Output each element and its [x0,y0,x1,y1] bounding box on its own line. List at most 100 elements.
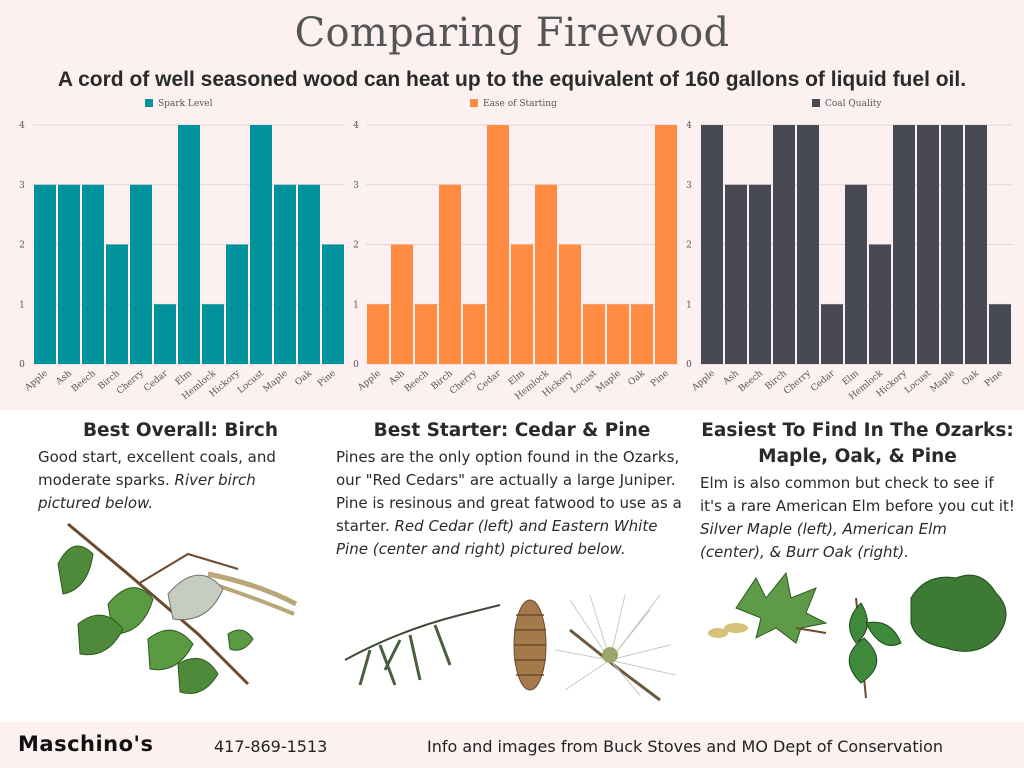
bar-ash [391,244,413,364]
footer: Maschino's 417-869-1513 Info and images … [0,722,1024,768]
x-tick-label: Pine [649,369,671,390]
bar-maple [607,304,629,364]
x-tick-label: Pine [316,369,338,390]
x-tick-label: Cedar [809,368,837,394]
best-overall-caption: River birch pictured below. [38,471,256,512]
y-tick-label: 3 [19,181,25,191]
legend-swatch [812,99,820,107]
bar-ash [725,184,747,364]
y-tick-label: 1 [19,300,25,310]
cedar-pine-illustration [344,594,676,702]
bar-cedar [154,304,176,364]
bar-hickory [893,125,915,364]
x-tick-label: Cherry [115,368,146,397]
bar-hickory [226,244,248,364]
easiest-ozarks-body: Elm is also common but check to see if i… [700,474,1015,515]
easiest-ozarks-text: Elm is also common but check to see if i… [700,472,1015,564]
x-tick-label: Cherry [782,368,813,397]
best-starter-body: Pines are the only option found in the O… [336,448,682,535]
legend-label: Ease of Starting [483,99,557,109]
bar-hemlock [869,244,891,364]
legend-swatch [145,99,153,107]
y-tick-label: 4 [19,121,25,131]
x-tick-label: Pine [983,369,1005,390]
maple-elm-oak-illustration [708,571,1007,699]
bar-hickory [559,244,581,364]
bar-oak [298,184,320,364]
bar-birch [106,244,128,364]
bar-cedar [487,125,509,364]
x-tick-label: Cedar [475,368,503,394]
easiest-ozarks-caption: Silver Maple (left), American Elm (cente… [700,520,947,561]
y-tick-label: 3 [353,181,359,191]
y-tick-label: 0 [686,360,692,370]
page-title: Comparing Firewood [294,10,730,56]
bar-elm [511,244,533,364]
bar-hemlock [202,304,224,364]
bar-beech [749,184,771,364]
source-credit: Info and images from Buck Stoves and MO … [427,737,943,756]
x-tick-label: Locust [903,368,933,395]
bar-oak [965,125,987,364]
y-tick-label: 0 [353,360,359,370]
river-birch-illustration [57,522,298,694]
y-tick-label: 2 [686,241,692,251]
bar-oak [631,304,653,364]
x-tick-label: Locust [236,368,266,395]
bar-pine [655,125,677,364]
brand-logo: Maschino's [18,732,154,756]
x-tick-label: Maple [262,369,290,395]
bar-maple [941,125,963,364]
best-overall-heading: Best Overall: Birch [82,420,279,441]
bar-birch [773,125,795,364]
x-tick-label: Oak [961,368,982,388]
y-tick-label: 3 [686,181,692,191]
y-tick-label: 4 [353,121,359,131]
best-starter-section: Best Starter: Cedar & Pine Pines are the… [336,418,688,561]
bar-hemlock [535,184,557,364]
x-tick-label: Oak [294,368,315,388]
bar-pine [989,304,1011,364]
bar-maple [274,184,296,364]
best-overall-text: Good start, excellent coals, and moderat… [38,446,298,515]
phone-number: 417-869-1513 [214,737,328,756]
page-subtitle: A cord of well seasoned wood can heat up… [57,68,967,91]
bar-locust [583,304,605,364]
bar-locust [917,125,939,364]
bar-beech [415,304,437,364]
easiest-ozarks-section: Easiest To Find In The Ozarks: Maple, Oa… [700,418,1015,564]
bar-beech [82,184,104,364]
x-tick-label: Oak [627,368,648,388]
bar-cedar [821,304,843,364]
y-tick-label: 1 [686,300,692,310]
best-overall-body: Good start, excellent coals, and moderat… [38,448,276,489]
best-starter-text: Pines are the only option found in the O… [336,446,688,561]
x-tick-label: Beech [70,369,98,395]
bar-birch [439,184,461,364]
y-tick-label: 1 [353,300,359,310]
y-tick-label: 2 [19,241,25,251]
x-tick-label: Apple [690,369,717,394]
x-tick-label: Cedar [142,368,170,394]
y-tick-label: 2 [353,241,359,251]
bar-cherry [797,125,819,364]
bar-cherry [463,304,485,364]
easiest-ozarks-heading: Easiest To Find In The Ozarks: Maple, Oa… [701,420,1014,467]
x-tick-label: Maple [595,369,623,395]
bar-apple [367,304,389,364]
bar-elm [178,125,200,364]
bar-pine [322,244,344,364]
best-starter-caption: Red Cedar (left) and Eastern White Pine … [336,517,658,558]
y-tick-label: 0 [19,360,25,370]
x-tick-label: Beech [403,369,431,395]
x-tick-label: Cherry [448,368,479,397]
x-tick-label: Locust [569,368,599,395]
bar-cherry [130,184,152,364]
bar-ash [58,184,80,364]
x-tick-label: Beech [737,369,765,395]
best-overall-section: Best Overall: Birch Good start, excellen… [38,418,298,515]
x-tick-label: Maple [929,369,957,395]
bar-apple [34,184,56,364]
bar-locust [250,125,272,364]
